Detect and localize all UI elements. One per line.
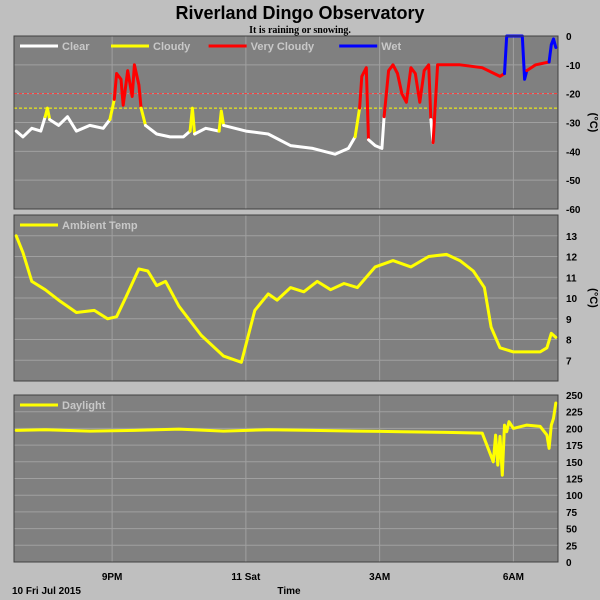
series-line-very_cloudy xyxy=(112,63,143,110)
x-tick-label: 6AM xyxy=(503,572,524,583)
series-line-wet xyxy=(547,37,558,64)
y-axis-unit-label: (°C) xyxy=(587,288,599,308)
series-line-very_cloudy xyxy=(358,66,370,142)
y-tick-label: 175 xyxy=(566,441,583,452)
series-line-cloudy xyxy=(43,106,52,122)
legend-label: Daylight xyxy=(62,400,106,412)
legend-label: Clear xyxy=(62,41,90,53)
series-line-very_cloudy xyxy=(525,60,551,73)
panel-daylight: 0 25 50 75 100 125 150 175 200 225 250 Daylight xyxy=(13,391,583,569)
series-line-clear xyxy=(144,123,192,139)
y-tick-label: 125 xyxy=(566,475,583,486)
panel-border xyxy=(13,35,559,210)
series-line-cloudy xyxy=(108,97,116,122)
y-tick-label: -20 xyxy=(566,90,581,101)
y-tick-label: 9 xyxy=(566,315,572,326)
series-line-very_cloudy xyxy=(431,63,506,145)
y-tick-label: 150 xyxy=(566,458,583,469)
legend-label: Wet xyxy=(381,41,401,53)
panel-temp: 7 8 9 10 11 12 13 Ambient Temp (°C) xyxy=(13,214,599,382)
y-tick-label: 8 xyxy=(566,336,572,347)
series-line-cloudy xyxy=(188,106,197,136)
legend-label: Cloudy xyxy=(153,41,191,53)
series-line-cloudy xyxy=(217,109,226,133)
series-line-clear xyxy=(48,115,112,133)
y-tick-label: 25 xyxy=(566,541,578,552)
date-label: 10 Fri Jul 2015 xyxy=(12,586,81,597)
y-axis-unit-label: (°C) xyxy=(587,113,599,133)
y-tick-label: 225 xyxy=(566,408,583,419)
series-line-cloudy xyxy=(139,106,147,127)
series-line-cloudy xyxy=(14,234,558,364)
y-tick-label: 0 xyxy=(566,558,572,569)
legend-label: Ambient Temp xyxy=(62,220,138,232)
series-line-cloudy xyxy=(14,401,558,477)
panel-border xyxy=(13,394,559,563)
y-tick-label: 100 xyxy=(566,491,583,502)
x-axis-label: Time xyxy=(277,586,301,597)
y-tick-label: 75 xyxy=(566,508,578,519)
panel-sky: 0 -10 -20 -30 -40 -50 -60 Clear Cloudy Very Cloud… xyxy=(13,32,599,216)
y-tick-label: 11 xyxy=(566,273,577,284)
x-axis-ticks: 9PM 11 Sat 3AM 6AM xyxy=(102,572,524,583)
y-tick-label: -40 xyxy=(566,147,581,158)
x-tick-label: 9PM xyxy=(102,572,123,583)
y-tick-label: -10 xyxy=(566,61,581,72)
page-title: Riverland Dingo Observatory xyxy=(175,3,424,23)
chart-panels: 0 -10 -20 -30 -40 -50 -60 Clear Cloudy Very Cloud… xyxy=(13,32,599,569)
panel-border xyxy=(13,214,559,382)
legend-label: Very Cloudy xyxy=(251,41,315,53)
page-subtitle: It is raining or snowing. xyxy=(249,25,351,36)
y-tick-label: 0 xyxy=(566,32,572,43)
y-tick-label: 13 xyxy=(566,232,578,243)
series-line-clear xyxy=(193,126,221,136)
y-tick-label: 10 xyxy=(566,294,578,305)
x-tick-label: 11 Sat xyxy=(231,572,261,583)
series-line-very_cloudy xyxy=(382,63,433,122)
x-tick-label: 3AM xyxy=(369,572,390,583)
series-line-clear xyxy=(367,115,386,150)
y-tick-label: 7 xyxy=(566,356,572,367)
series-line-clear xyxy=(14,115,47,139)
y-tick-label: -50 xyxy=(566,176,581,187)
y-tick-label: 12 xyxy=(566,253,578,264)
y-tick-label: 50 xyxy=(566,525,578,536)
y-tick-label: -60 xyxy=(566,205,581,216)
y-tick-label: 250 xyxy=(566,391,583,402)
series-line-clear xyxy=(222,123,357,156)
y-tick-label: -30 xyxy=(566,119,581,130)
y-tick-label: 200 xyxy=(566,424,583,435)
series-line-cloudy xyxy=(353,106,362,139)
